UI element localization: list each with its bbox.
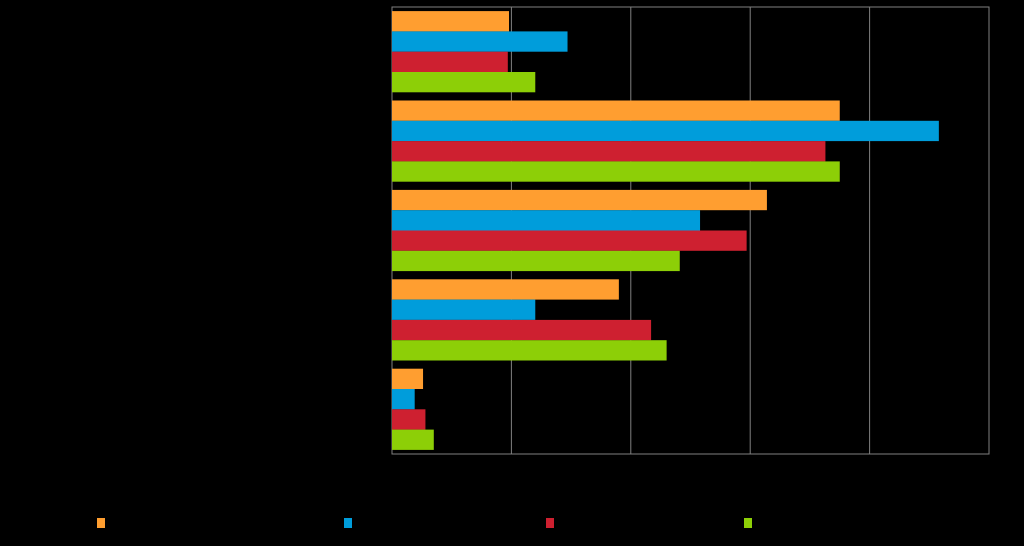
bars: [392, 11, 939, 450]
bar: [392, 51, 508, 72]
bar: [392, 429, 434, 450]
bar: [392, 319, 652, 341]
legend-item-series-3: [546, 515, 554, 531]
legend-swatch: [546, 518, 554, 528]
legend-item-series-1: [97, 515, 105, 531]
legend-item-series-2: [344, 515, 352, 531]
bar: [392, 189, 767, 211]
legend: [0, 515, 1024, 531]
bar: [392, 72, 536, 93]
bar: [392, 230, 747, 251]
bar: [392, 161, 840, 182]
legend-item-series-4: [744, 515, 752, 531]
bar: [392, 368, 424, 389]
bar: [392, 250, 680, 272]
bar: [392, 389, 415, 410]
legend-swatch: [97, 518, 105, 528]
bar: [392, 120, 939, 142]
legend-swatch: [344, 518, 352, 528]
bar: [392, 279, 619, 300]
bar: [392, 11, 510, 32]
bar: [392, 100, 840, 121]
bar: [392, 141, 826, 162]
bar: [392, 409, 426, 430]
bar: [392, 31, 568, 52]
bar: [392, 299, 536, 320]
bar: [392, 210, 701, 231]
legend-swatch: [744, 518, 752, 528]
bar: [392, 340, 667, 361]
